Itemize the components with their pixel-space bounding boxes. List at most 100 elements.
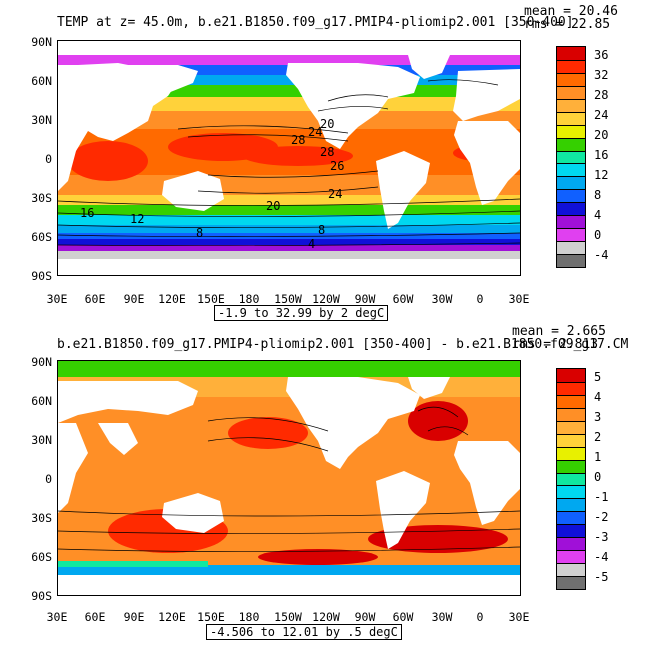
panel1-lon-label: 150W	[274, 292, 302, 306]
panel2-lon-label: 90E	[123, 610, 145, 624]
panel1-lon-label: 120E	[158, 292, 186, 306]
colorbar-swatch	[557, 563, 585, 577]
panel1-lon-label: 30W	[431, 292, 453, 306]
colorbar-label: 36	[594, 48, 609, 62]
panel2-title: b.e21.B1850.f09_g17.PMIP4-pliomip2.001 […	[57, 337, 629, 352]
colorbar-swatch	[557, 511, 585, 525]
colorbar-swatch	[557, 241, 585, 255]
colorbar-swatch	[557, 433, 585, 447]
colorbar-label: -3	[594, 530, 609, 544]
panel2-lon-label: 120E	[158, 610, 186, 624]
panel2-lat-label: 60S	[31, 550, 52, 564]
colorbar-label: -1	[594, 490, 609, 504]
panel1-lat-label: 60N	[31, 74, 52, 88]
panel2-rms: rms = 2.813	[512, 337, 599, 352]
colorbar-label: 3	[594, 410, 602, 424]
panel1-lat-label: 90S	[31, 269, 52, 283]
colorbar-swatch	[557, 47, 585, 60]
colorbar-label: 28	[594, 88, 609, 102]
panel2-map	[57, 360, 521, 596]
panel1-contour-label: 12	[130, 212, 145, 226]
panel1-lat-label: 90N	[31, 35, 52, 49]
colorbar-swatch	[557, 150, 585, 164]
colorbar-swatch	[557, 202, 585, 216]
panel1-contour-label: 24	[328, 187, 343, 201]
panel1-contour-label: 16	[80, 206, 95, 220]
colorbar-label: 0	[594, 228, 602, 242]
colorbar-swatch	[557, 472, 585, 486]
panel1-mean: mean = 20.46	[524, 4, 618, 19]
panel2-lon-label: 150W	[274, 610, 302, 624]
colorbar-swatch	[557, 524, 585, 538]
colorbar-swatch	[557, 59, 585, 73]
colorbar-label: 0	[594, 470, 602, 484]
panel1-lon-label: 30E	[46, 292, 68, 306]
colorbar-label: 20	[594, 128, 609, 142]
colorbar-label: -4	[594, 550, 609, 564]
panel1-contour-label: 28	[320, 145, 335, 159]
panel1-lon-label: 90W	[354, 292, 376, 306]
panel1-lat-label: 30S	[31, 191, 52, 205]
panel1-lon-label: 90E	[123, 292, 145, 306]
panel2-lon-label: 120W	[312, 610, 340, 624]
panel1-lon-label: 30E	[508, 292, 530, 306]
colorbar-label: -2	[594, 510, 609, 524]
panel2-mean: mean = 2.665	[512, 324, 606, 339]
panel1-lon-label: 60W	[392, 292, 414, 306]
panel2-lon-label: 60W	[392, 610, 414, 624]
panel1-lon-label: 150E	[197, 292, 225, 306]
panel1-map-svg	[58, 41, 520, 275]
panel2-lat-label: 30S	[31, 511, 52, 525]
colorbar-swatch	[557, 381, 585, 395]
panel1-title: TEMP at z= 45.0m, b.e21.B1850.f09_g17.PM…	[57, 15, 574, 30]
panel2-lon-label: 30E	[508, 610, 530, 624]
colorbar-label: 4	[594, 208, 602, 222]
panel1-colorbar	[556, 46, 586, 268]
panel2-lat-label: 60N	[31, 394, 52, 408]
colorbar-swatch	[557, 394, 585, 408]
panel1-contour-label: 4	[308, 237, 316, 251]
colorbar-swatch	[557, 407, 585, 421]
colorbar-swatch	[557, 163, 585, 177]
colorbar-swatch	[557, 98, 585, 112]
colorbar-swatch	[557, 446, 585, 460]
panel1-lon-label: 60E	[84, 292, 106, 306]
panel1-contour-label: 24	[308, 125, 323, 139]
panel1-contour-label: 28	[291, 133, 306, 147]
panel1-lat-label: 60S	[31, 230, 52, 244]
panel2-lon-label: 90W	[354, 610, 376, 624]
panel2-lon-label: 60E	[84, 610, 106, 624]
colorbar-swatch	[557, 137, 585, 151]
panel1-lon-label: 0	[476, 292, 484, 306]
panel1-rms: rms = 22.85	[524, 17, 611, 32]
colorbar-swatch	[557, 72, 585, 86]
colorbar-label: 4	[594, 390, 602, 404]
colorbar-swatch	[557, 369, 585, 382]
panel2-colorbar	[556, 368, 586, 590]
panel1-contour-label: 26	[330, 159, 345, 173]
panel1-contour-label: 8	[196, 226, 204, 240]
panel2-lon-label: 0	[476, 610, 484, 624]
colorbar-swatch	[557, 176, 585, 190]
panel2-range-label: -4.506 to 12.01 by .5 degC	[206, 624, 402, 640]
colorbar-swatch	[557, 215, 585, 229]
panel2-lat-label: 0	[45, 472, 52, 486]
panel2-lon-label: 150E	[197, 610, 225, 624]
colorbar-label: 8	[594, 188, 602, 202]
colorbar-swatch	[557, 189, 585, 203]
colorbar-label: -5	[594, 570, 609, 584]
colorbar-swatch	[557, 537, 585, 551]
colorbar-swatch	[557, 254, 585, 267]
colorbar-swatch	[557, 576, 585, 589]
panel1-contour-label: 20	[266, 199, 281, 213]
panel1-contour-label: 8	[318, 223, 326, 237]
colorbar-swatch	[557, 485, 585, 499]
panel1-range-label: -1.9 to 32.99 by 2 degC	[214, 305, 389, 321]
panel1-lon-label: 180	[238, 292, 260, 306]
colorbar-label: 1	[594, 450, 602, 464]
colorbar-label: 12	[594, 168, 609, 182]
colorbar-label: 2	[594, 430, 602, 444]
colorbar-label: 5	[594, 370, 602, 384]
panel2-map-svg	[58, 361, 520, 595]
colorbar-swatch	[557, 124, 585, 138]
